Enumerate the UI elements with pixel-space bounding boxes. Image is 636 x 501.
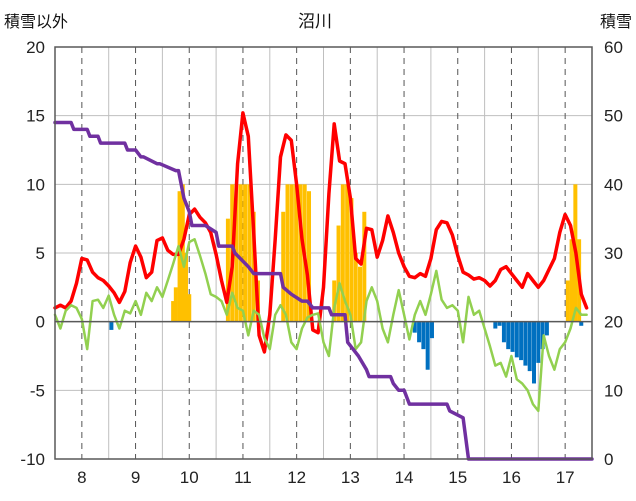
gridlines: [55, 47, 592, 459]
series-line: [53, 238, 588, 413]
bar: [247, 184, 252, 322]
bar: [519, 321, 524, 361]
x-tick-label: 9: [131, 468, 140, 487]
y-left-tick-label: -10: [20, 450, 45, 469]
x-tick-label: 13: [341, 468, 360, 487]
bar: [358, 266, 363, 322]
bar: [497, 321, 502, 326]
bar: [177, 191, 182, 322]
x-tick-label: 16: [502, 468, 521, 487]
y-right-tick-label: 50: [604, 107, 623, 126]
bar: [238, 184, 243, 322]
y-right-tick-label: 60: [604, 38, 623, 57]
bar: [340, 184, 345, 322]
bar: [421, 321, 426, 350]
bar: [536, 321, 541, 363]
bar: [506, 321, 511, 350]
bar: [523, 321, 528, 366]
left-axis-title: 積雪以外: [4, 12, 68, 31]
x-tick-label: 17: [556, 468, 575, 487]
y-left-tick-label: 0: [36, 313, 45, 332]
bar: [579, 321, 584, 326]
bar: [332, 280, 337, 322]
bar: [307, 191, 312, 322]
bar: [289, 184, 294, 322]
chart-title: 沼川: [298, 12, 332, 32]
y-left-tick-label: -5: [30, 381, 45, 400]
x-tick-label: 11: [234, 468, 252, 487]
right-axis-title: 積雪: [600, 12, 632, 31]
series-line: [53, 111, 589, 354]
bar: [187, 294, 192, 322]
y-left-tick-label: 20: [26, 38, 45, 57]
bar: [501, 321, 506, 343]
bar: [514, 321, 519, 358]
x-tick-label: 15: [448, 468, 467, 487]
bar: [251, 211, 256, 322]
line-series: [53, 111, 594, 461]
bar: [417, 321, 422, 343]
bar: [349, 198, 354, 322]
bar: [565, 280, 570, 322]
bar: [544, 321, 549, 336]
y-right-tick-label: 40: [604, 175, 623, 194]
bar: [527, 321, 532, 372]
bar: [294, 184, 299, 322]
bar: [532, 321, 537, 384]
y-right-tick-label: 20: [604, 313, 623, 332]
bar: [109, 321, 114, 330]
bar: [510, 321, 515, 352]
y-left-tick-label: 5: [36, 244, 45, 263]
bar: [173, 287, 178, 322]
bar: [429, 321, 434, 339]
y-left-tick-label: 15: [26, 107, 45, 126]
bar: [298, 184, 303, 322]
bar: [225, 218, 230, 322]
series-line: [53, 120, 594, 461]
x-tick-label: 10: [180, 468, 199, 487]
y-right-tick-label: 10: [604, 381, 623, 400]
bar: [425, 321, 430, 370]
bar: [412, 321, 417, 333]
bar: [336, 225, 341, 322]
x-tick-label: 12: [287, 468, 306, 487]
bar: [171, 301, 176, 322]
y-right-tick-label: 30: [604, 244, 623, 263]
bar: [345, 184, 350, 322]
bar: [180, 184, 185, 322]
x-tick-label: 14: [395, 468, 414, 487]
bar: [243, 184, 248, 322]
bar: [184, 253, 189, 322]
bar: [493, 321, 498, 329]
bar: [353, 253, 358, 322]
x-tick-label: 8: [77, 468, 86, 487]
bar: [362, 211, 367, 322]
bar: [569, 239, 574, 322]
y-left-tick-label: 10: [26, 175, 45, 194]
bar: [285, 184, 290, 322]
bar-series: [109, 184, 584, 384]
y-right-tick-label: 0: [604, 450, 613, 469]
bar: [281, 211, 286, 322]
plot-frame: [54, 46, 593, 460]
